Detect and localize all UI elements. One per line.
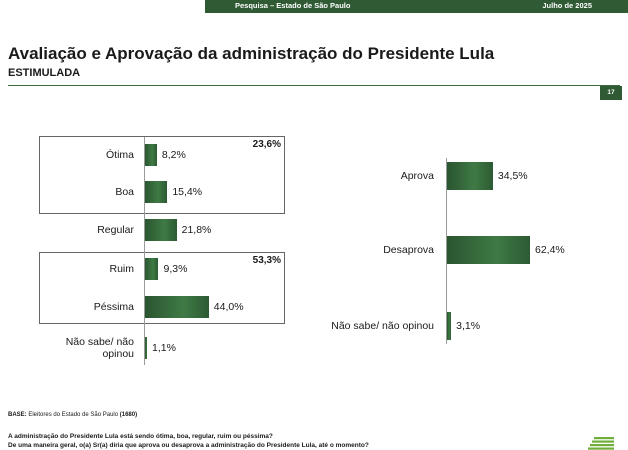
bar-value-label: 44,0% [213, 301, 244, 313]
question-1: A administração do Presidente Lula está … [8, 433, 273, 440]
bar [145, 181, 168, 203]
category-label: Ótima [105, 149, 134, 161]
group-total-label: 53,3% [252, 255, 281, 266]
category-label: Desaprova [383, 244, 434, 256]
page-subtitle: ESTIMULADA [8, 67, 81, 79]
base-label: BASE: [8, 412, 27, 418]
bar-value-label: 15,4% [172, 186, 203, 198]
bar-value-label: 1,1% [152, 342, 176, 354]
category-label: Não sabe/ não opinou [65, 336, 134, 360]
bar [145, 258, 159, 280]
survey-source: Pesquisa – Estado de São Paulo [235, 1, 351, 10]
title-divider [8, 85, 620, 86]
bar-value-label: 21,8% [181, 224, 212, 236]
bar-value-label: 9,3% [163, 263, 188, 275]
bar [145, 219, 177, 241]
group-box: 53,3% [39, 252, 285, 324]
category-label: Regular [97, 224, 134, 236]
bar-value-label: 8,2% [161, 149, 186, 161]
bar [145, 144, 157, 166]
page-number: 17 [600, 86, 622, 100]
base-note: BASE: Eleitores do Estado de São Paulo (… [8, 412, 137, 418]
institute-logo-icon [588, 437, 614, 450]
base-text: Eleitores do Estado de São Paulo [28, 412, 119, 418]
category-label: Boa [115, 186, 134, 198]
question-2: De uma maneira geral, o(a) Sr(a) diria q… [8, 442, 369, 449]
category-axis [446, 158, 447, 344]
group-total-label: 23,6% [252, 139, 281, 150]
bar [145, 296, 209, 318]
bar [447, 312, 452, 340]
header-bar: Pesquisa – Estado de São Paulo Julho de … [205, 0, 628, 13]
bar [145, 337, 147, 359]
bar-value-label: 34,5% [497, 170, 528, 182]
category-label: Ruim [109, 263, 134, 275]
bar [447, 162, 493, 190]
base-n: (1680) [119, 412, 138, 418]
group-box: 23,6% [39, 136, 285, 214]
category-label: Não sabe/ não opinou [331, 320, 434, 332]
category-label: Péssima [93, 301, 134, 313]
bar [447, 236, 530, 264]
category-axis [144, 137, 145, 365]
page-title: Avaliação e Aprovação da administração d… [8, 44, 495, 63]
bar-value-label: 62,4% [534, 244, 565, 256]
survey-date: Julho de 2025 [542, 1, 592, 10]
bar-value-label: 3,1% [456, 320, 481, 332]
category-label: Aprova [400, 170, 434, 182]
